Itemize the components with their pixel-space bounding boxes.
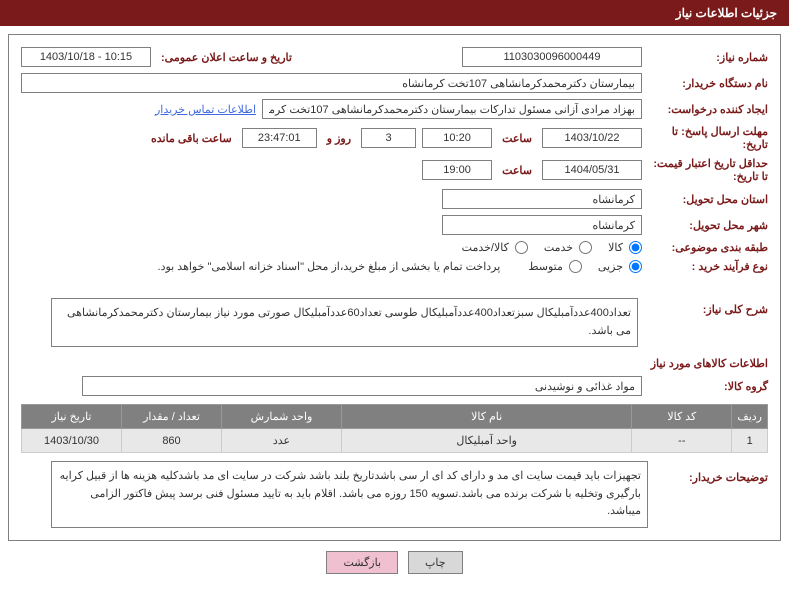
th-date: تاریخ نیاز [22,405,122,429]
page-title-bar: جزئیات اطلاعات نیاز [0,0,789,26]
deadline-time-field[interactable] [422,128,492,148]
group-field[interactable] [82,376,642,396]
deadline-time-label: ساعت [498,132,536,145]
th-name: نام کالا [342,405,632,429]
remaining-label: ساعت باقی مانده [147,132,236,145]
th-qty: تعداد / مقدار [122,405,222,429]
td-row: 1 [732,429,768,453]
validity-time-label: ساعت [498,164,536,177]
back-button[interactable]: بازگشت [326,551,398,574]
summary-text: تعداد400عددآمبلیکال سبزتعداد400عددآمبلیک… [67,307,631,337]
items-table: ردیف کد کالا نام کالا واحد شمارش تعداد /… [21,404,768,453]
purchase-note: پرداخت تمام یا بخشی از مبلغ خرید،از محل … [158,260,501,273]
summary-text-box: تعداد400عددآمبلیکال سبزتعداد400عددآمبلیک… [51,298,638,347]
print-button[interactable]: چاپ [408,551,463,574]
td-date: 1403/10/30 [22,429,122,453]
province-field[interactable] [442,189,642,209]
group-label: گروه کالا: [648,380,768,393]
validity-label: حداقل تاریخ اعتبار قیمت: تا تاریخ: [648,157,768,183]
summary-label: شرح کلی نیاز: [648,297,768,316]
table-header-row: ردیف کد کالا نام کالا واحد شمارش تعداد /… [22,405,768,429]
buyer-desc-text: تجهیزات باید قیمت سایت ای مد و دارای کد … [60,470,641,517]
countdown-field[interactable] [242,128,317,148]
days-label: روز و [323,132,355,145]
category-goods-label: کالا [608,241,623,254]
announce-datetime-field[interactable] [21,47,151,67]
city-label: شهر محل تحویل: [648,219,768,232]
buyer-org-field[interactable] [21,73,642,93]
category-service-label: خدمت [544,241,573,254]
buyer-desc-label: توضیحات خریدار: [648,461,768,484]
deadline-label: مهلت ارسال پاسخ: تا تاریخ: [648,125,768,151]
th-row: ردیف [732,405,768,429]
buyer-contact-link[interactable]: اطلاعات تماس خریدار [155,103,256,116]
table-row: 1 -- واحد آمبلیکال عدد 860 1403/10/30 [22,429,768,453]
buyer-desc-box: تجهیزات باید قیمت سایت ای مد و دارای کد … [51,461,648,528]
buyer-org-label: نام دستگاه خریدار: [648,77,768,90]
announce-datetime-label: تاریخ و ساعت اعلان عمومی: [157,51,296,64]
deadline-date-field[interactable] [542,128,642,148]
validity-time-field[interactable] [422,160,492,180]
pt-medium-radio[interactable] [569,260,582,273]
requester-field[interactable] [262,99,642,119]
pt-partial-radio[interactable] [629,260,642,273]
page-title: جزئیات اطلاعات نیاز [676,6,777,20]
td-unit: عدد [222,429,342,453]
city-field[interactable] [442,215,642,235]
category-both-label: کالا/خدمت [462,241,509,254]
province-label: استان محل تحویل: [648,193,768,206]
category-both-radio[interactable] [515,241,528,254]
td-name: واحد آمبلیکال [342,429,632,453]
main-form-container: شماره نیاز: تاریخ و ساعت اعلان عمومی: نا… [8,34,781,541]
need-number-label: شماره نیاز: [648,51,768,64]
pt-partial-label: جزیی [598,260,623,273]
td-code: -- [632,429,732,453]
category-service-radio[interactable] [579,241,592,254]
td-qty: 860 [122,429,222,453]
purchase-type-label: نوع فرآیند خرید : [648,260,768,273]
requester-label: ایجاد کننده درخواست: [648,103,768,116]
validity-date-field[interactable] [542,160,642,180]
category-goods-radio[interactable] [629,241,642,254]
th-code: کد کالا [632,405,732,429]
days-remaining-field[interactable] [361,128,416,148]
th-unit: واحد شمارش [222,405,342,429]
pt-medium-label: متوسط [528,260,563,273]
need-number-field[interactable] [462,47,642,67]
category-label: طبقه بندی موضوعی: [648,241,768,254]
items-section-title: اطلاعات کالاهای مورد نیاز [21,357,768,370]
